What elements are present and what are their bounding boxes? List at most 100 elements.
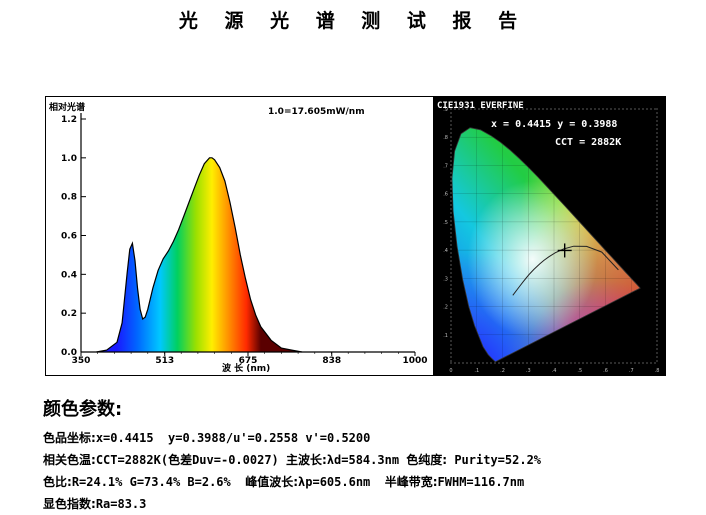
cie-dot — [656, 236, 658, 238]
cie-dot — [450, 296, 452, 298]
cie-dot — [450, 144, 452, 146]
cie-dot — [656, 332, 658, 334]
cie-spectral-locus — [451, 127, 641, 362]
cie-dot — [450, 152, 452, 154]
cie-dot — [562, 362, 564, 364]
cie-dot — [614, 362, 616, 364]
cie-dot — [656, 156, 658, 158]
cie-dot — [450, 192, 452, 194]
cie-dot — [656, 172, 658, 174]
cie-dot — [546, 108, 548, 110]
cie-dot — [450, 244, 452, 246]
cie-dot — [656, 184, 658, 186]
cie-dot — [656, 228, 658, 230]
cie-dot — [586, 362, 588, 364]
cie-dot — [656, 328, 658, 330]
cie-dot — [656, 256, 658, 258]
cie-dot — [656, 208, 658, 210]
x-tick-label: 350 — [72, 356, 91, 366]
cie-dot — [466, 362, 468, 364]
row-color-ratio: 色比:R=24.1% G=73.4% B=2.6% 峰值波长:λp=605.6n… — [43, 471, 541, 493]
cie-dot — [656, 272, 658, 274]
cie-dot — [450, 356, 452, 358]
cie-dot — [656, 148, 658, 150]
cie-x-tick-label: .5 — [577, 368, 582, 374]
cie-dot — [450, 268, 452, 270]
cie-dot — [450, 260, 452, 262]
cie-dot — [450, 188, 452, 190]
duv-label: 色差 — [168, 453, 193, 467]
cie-dot — [656, 268, 658, 270]
cie-dot — [450, 172, 452, 174]
cie-readout-xy: x = 0.4415 y = 0.3988 — [491, 119, 617, 130]
cie-dot — [450, 196, 452, 198]
cie-dot — [450, 240, 452, 242]
cie-dot — [654, 362, 656, 364]
x-tick-label: 838 — [322, 356, 341, 366]
cie-dot — [470, 108, 472, 110]
cie-dot — [570, 362, 572, 364]
cie-dot — [656, 164, 658, 166]
peak-value: λp=605.6nm — [298, 475, 385, 489]
cie-dot — [656, 224, 658, 226]
cie-dot — [530, 108, 532, 110]
cie-dot — [482, 108, 484, 110]
x-tick-label: 513 — [155, 356, 174, 366]
cie-dot — [450, 236, 452, 238]
cie-dot — [622, 362, 624, 364]
report-title: 光 源 光 谱 测 试 报 告 — [178, 10, 528, 32]
purity-value: Purity=52.2% — [447, 453, 542, 467]
cie-dot — [486, 362, 488, 364]
cie-dot — [450, 248, 452, 250]
cie-dot — [656, 212, 658, 214]
cie-dot — [494, 362, 496, 364]
cie-dot — [626, 362, 628, 364]
cie-dot — [606, 362, 608, 364]
y-tick-label: 0.2 — [61, 309, 77, 319]
cie-dot — [450, 176, 452, 178]
cie-y-tick-label: .4 — [443, 248, 448, 254]
cie-dot — [498, 108, 500, 110]
cie-dot — [450, 264, 452, 266]
cie-dot — [656, 200, 658, 202]
cie-dot — [582, 108, 584, 110]
cie-dot — [450, 360, 452, 362]
cie-y-tick-label: .6 — [443, 192, 448, 198]
cie-dot — [634, 362, 636, 364]
cie-x-tick-label: .7 — [629, 368, 634, 374]
cie-dot — [566, 362, 568, 364]
cie-dot — [454, 362, 456, 364]
cie-x-tick-label: .4 — [552, 368, 557, 374]
cie-dot — [656, 132, 658, 134]
cie-dot — [650, 362, 652, 364]
cie-dot — [546, 362, 548, 364]
ratio-value: R=24.1% G=73.4% B=2.6% — [71, 475, 246, 489]
cie-dot — [614, 108, 616, 110]
cie-svg: 0 .1 .2 .3 .4 .5 .6 .7 .8 .1 .2 .3 .4 .5 .6 .7 .8 .9 CIE1… — [437, 101, 659, 374]
cie-dot — [574, 108, 576, 110]
cie-dot — [554, 108, 556, 110]
cie-dot — [506, 108, 508, 110]
cie-dot — [538, 108, 540, 110]
duv-value: Duv=-0.0027) — [192, 453, 286, 467]
cie-dot — [450, 136, 452, 138]
cie-dot — [656, 340, 658, 342]
cie-dot — [618, 362, 620, 364]
row-cct: 相关色温:CCT=2882K(色差Duv=-0.0027) 主波长:λd=584… — [43, 449, 541, 471]
cie-dot — [656, 252, 658, 254]
cie-dot — [450, 160, 452, 162]
cie-dot — [656, 260, 658, 262]
cie-dot — [450, 120, 452, 122]
ratio-label: 色比: — [43, 475, 72, 489]
cie-dot — [450, 308, 452, 310]
cie-dot — [586, 108, 588, 110]
cie-dot — [450, 212, 452, 214]
cie-dot — [450, 300, 452, 302]
cie-dot — [656, 300, 658, 302]
cie-y-tick-label: .3 — [443, 276, 448, 282]
cie-dot — [450, 108, 452, 110]
peak-label: 峰值波长: — [245, 475, 299, 489]
cie-dot — [450, 316, 452, 318]
cie-dot — [656, 292, 658, 294]
cie-dot — [578, 362, 580, 364]
